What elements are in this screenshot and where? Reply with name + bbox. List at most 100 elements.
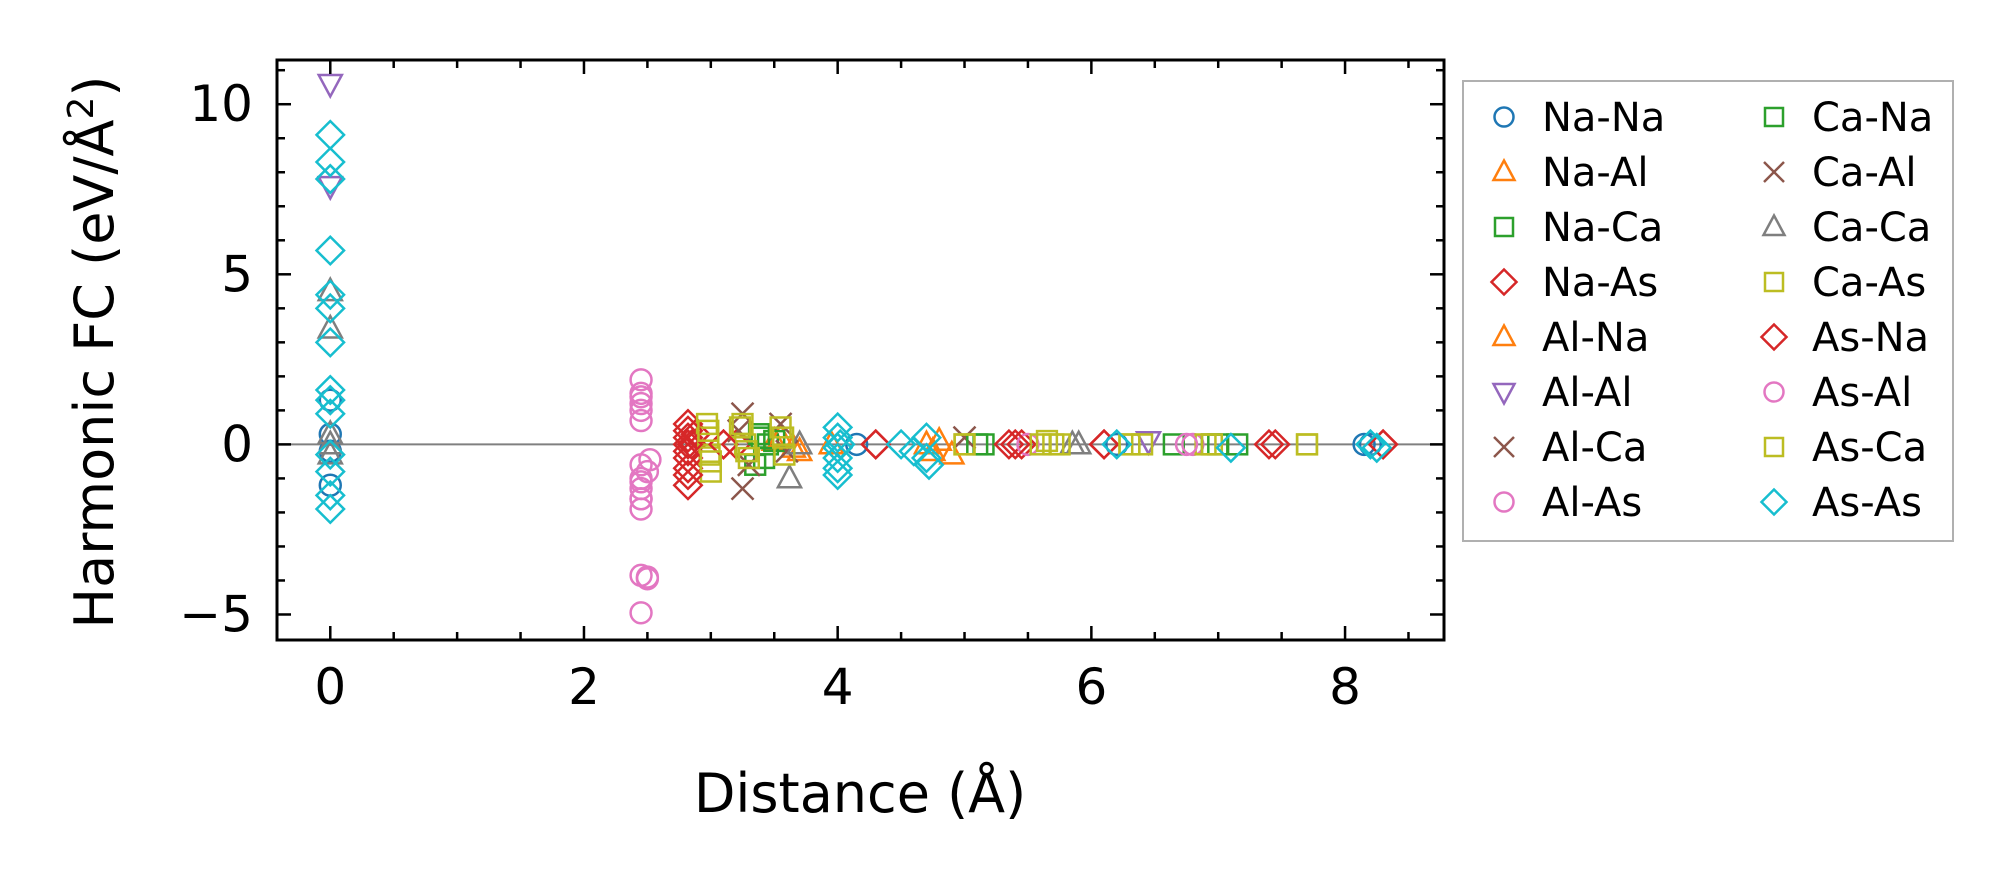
legend-item-ca-as: Ca-As xyxy=(1763,260,1926,306)
legend-marker-na-as xyxy=(1489,267,1519,297)
series-as-as xyxy=(314,119,1393,525)
point-na-ca-4 xyxy=(1162,433,1185,456)
point-al-as-15 xyxy=(1181,432,1205,457)
point-as-as-23 xyxy=(910,422,942,454)
point-as-ca-7 xyxy=(1042,433,1065,456)
point-as-na-2 xyxy=(672,442,704,474)
point-as-al-3 xyxy=(629,487,653,511)
legend-label-ca-as: Ca-As xyxy=(1812,260,1926,306)
x-tick-label-1: 2 xyxy=(568,658,600,716)
point-as-ca-4 xyxy=(771,426,795,449)
point-as-ca-1 xyxy=(699,450,722,473)
point-al-as-14 xyxy=(1016,432,1040,457)
y-axis-label-superscript: 2 xyxy=(61,97,102,120)
legend-label-ca-na: Ca-Na xyxy=(1812,95,1933,141)
series-as-al xyxy=(629,385,1199,589)
point-ca-as-6 xyxy=(737,446,761,470)
point-na-as-4 xyxy=(672,469,704,501)
point-as-al-1 xyxy=(629,398,653,423)
legend-marker-al-al xyxy=(1491,382,1517,407)
y-tick-label-1: 0 xyxy=(221,415,253,473)
legend-marker-ca-as xyxy=(1763,271,1785,293)
point-as-as-25 xyxy=(913,449,945,481)
legend-label-ca-al: Ca-Al xyxy=(1812,150,1916,196)
legend-item-na-al: Na-Al xyxy=(1491,150,1648,196)
plot-frame xyxy=(275,58,1446,642)
point-al-ca-3 xyxy=(952,425,977,450)
series-as-ca xyxy=(697,412,1319,473)
series-al-al xyxy=(316,73,1163,457)
legend-label-na-as: Na-As xyxy=(1542,260,1658,306)
point-as-as-18 xyxy=(822,452,854,484)
legend-box xyxy=(1462,80,1954,542)
legend-marker-na-ca xyxy=(1493,216,1515,238)
y-axis-label: Harmonic FC (eV/Å2) xyxy=(61,76,126,629)
point-al-as-13 xyxy=(629,601,653,625)
legend-marker-ca-al xyxy=(1763,161,1785,183)
y-axis-label-close: ) xyxy=(63,76,126,97)
legend-marker-na-na xyxy=(1493,106,1515,128)
legend-marker-ca-ca xyxy=(1761,212,1787,237)
point-as-ca-3 xyxy=(735,440,758,463)
y-tick-label-0: −5 xyxy=(179,585,253,643)
point-ca-as-4 xyxy=(728,416,752,439)
point-as-ca-0 xyxy=(697,419,720,442)
point-al-as-11 xyxy=(638,448,662,472)
point-as-na-8 xyxy=(1253,428,1285,460)
legend-marker-as-na xyxy=(1759,322,1789,352)
legend-item-al-as: Al-As xyxy=(1493,480,1642,526)
point-as-as-10 xyxy=(314,439,346,471)
point-as-as-14 xyxy=(822,411,854,443)
point-as-as-2 xyxy=(314,163,346,195)
legend-item-as-as: As-As xyxy=(1759,480,1922,526)
legend-label-na-al: Na-Al xyxy=(1542,150,1648,196)
point-al-al-0 xyxy=(316,73,344,100)
point-al-ca-1-stroke-b xyxy=(730,476,755,501)
point-al-ca-3-stroke-b xyxy=(952,425,977,450)
point-na-na-2 xyxy=(318,388,342,412)
point-as-as-19 xyxy=(822,459,854,491)
point-as-as-20 xyxy=(824,428,856,460)
point-as-as-26 xyxy=(1101,428,1133,460)
point-na-na-5 xyxy=(1105,432,1129,457)
y-tick-label-2: 5 xyxy=(221,245,253,303)
legend-item-ca-al: Ca-Al xyxy=(1763,150,1916,196)
legend-item-na-ca: Na-Ca xyxy=(1493,205,1663,251)
legend-label-as-as: As-As xyxy=(1812,480,1922,526)
point-as-ca-6 xyxy=(1035,429,1059,453)
x-tick-label-4: 8 xyxy=(1329,658,1361,716)
point-ca-ca-4 xyxy=(316,429,344,455)
legend-marker-as-al xyxy=(1763,381,1785,403)
axis-ticks xyxy=(277,60,1444,640)
point-as-al-4 xyxy=(635,565,660,589)
point-as-as-29 xyxy=(1361,432,1393,464)
point-ca-as-8 xyxy=(773,443,796,466)
legend-marker-al-ca-stroke-b xyxy=(1493,436,1515,458)
point-as-as-8 xyxy=(314,384,346,416)
legend-item-na-na: Na-Na xyxy=(1493,95,1665,141)
legend-item-ca-na: Ca-Na xyxy=(1763,95,1933,141)
series-al-as xyxy=(629,368,1205,625)
legend-marker-na-al xyxy=(1491,157,1517,182)
point-as-na-9 xyxy=(1367,428,1399,460)
point-ca-ca-8 xyxy=(1065,429,1093,455)
point-as-na-6 xyxy=(999,428,1031,460)
point-as-as-6 xyxy=(314,326,346,358)
point-na-al-4 xyxy=(925,425,953,452)
point-as-ca-10 xyxy=(1295,433,1319,456)
point-as-as-17 xyxy=(822,442,854,474)
legend-label-al-al: Al-Al xyxy=(1542,370,1633,416)
point-al-as-8 xyxy=(629,497,653,521)
legend-marker-as-as xyxy=(1759,487,1789,517)
legend-marker-al-ca xyxy=(1493,436,1515,458)
point-as-ca-5 xyxy=(953,433,976,456)
point-as-as-4 xyxy=(314,279,346,311)
legend-item-al-ca: Al-Ca xyxy=(1493,425,1647,471)
point-as-as-28 xyxy=(1354,428,1386,460)
legend-item-ca-ca: Ca-Ca xyxy=(1761,205,1931,251)
point-as-as-13 xyxy=(314,493,346,525)
legend-label-ca-ca: Ca-Ca xyxy=(1812,205,1931,251)
point-as-as-15 xyxy=(822,422,854,454)
legend-marker-ca-al-stroke-b xyxy=(1763,161,1785,183)
point-as-al-5 xyxy=(1174,432,1199,457)
